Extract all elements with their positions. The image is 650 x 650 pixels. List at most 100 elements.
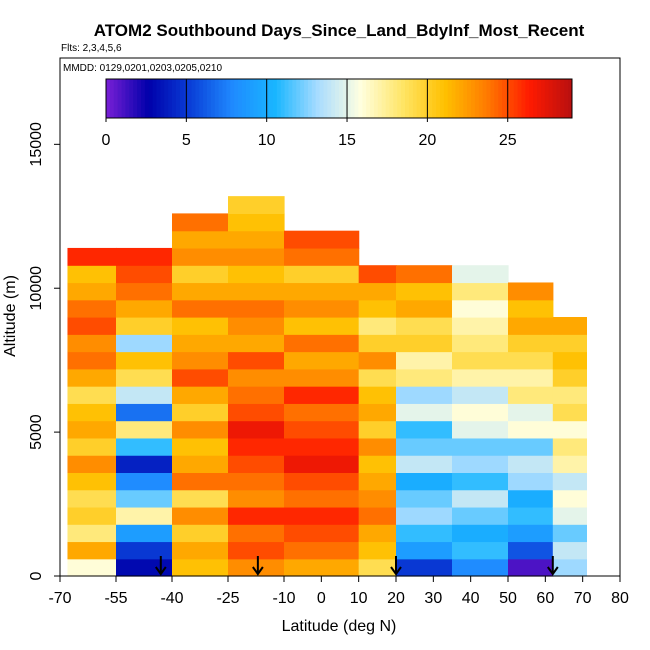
colorbar-segment [428, 79, 433, 118]
heat-cell [228, 213, 285, 232]
colorbar-segment [529, 79, 534, 118]
heat-cell [172, 299, 229, 318]
colorbar-segment [339, 79, 344, 118]
heat-cell [228, 368, 285, 387]
heat-cell [284, 282, 360, 301]
heat-cell [552, 368, 587, 387]
colorbar-segment [187, 79, 192, 118]
heat-cell [358, 265, 397, 284]
heat-cell [172, 317, 229, 335]
heat-cell [116, 317, 173, 335]
down-arrow-marker [546, 556, 559, 576]
heat-cell [67, 282, 117, 301]
heat-cell [116, 247, 173, 266]
heat-cell [116, 420, 173, 439]
heat-cell [172, 541, 229, 560]
heat-cell [228, 472, 285, 491]
heat-cell [508, 506, 554, 525]
heat-cell [67, 368, 117, 387]
heat-cell [284, 299, 360, 318]
heat-cell [452, 420, 509, 439]
heat-cell [172, 368, 229, 387]
colorbar-tick-label: 10 [258, 132, 276, 149]
colorbar-segment [408, 79, 414, 118]
heat-cell [284, 455, 360, 473]
x-tick-label: 0 [317, 590, 326, 607]
colorbar-segment [214, 79, 220, 118]
colorbar-segment [412, 79, 418, 118]
heat-cell [172, 247, 229, 266]
colorbar-tick-label: 5 [182, 132, 191, 149]
x-tick-label: -55 [104, 590, 127, 607]
heat-cell [116, 282, 173, 301]
heat-cell [228, 506, 285, 525]
colorbar: 0 5 10 15 20 25 [102, 78, 573, 149]
heatmap-area [67, 196, 587, 577]
heat-cell [228, 299, 285, 318]
heat-cell [358, 437, 397, 456]
colorbar-segment [226, 79, 231, 118]
colorbar-segment [474, 79, 480, 118]
colorbar-tick-label: 25 [499, 132, 517, 149]
heat-cell [508, 558, 554, 577]
x-tick-label: 60 [536, 590, 554, 607]
colorbar-segment [172, 79, 177, 118]
heat-cell [67, 351, 117, 370]
colorbar-segment [455, 79, 460, 118]
colorbar-segment [288, 79, 293, 118]
heat-cell [116, 386, 173, 404]
profile-8 [508, 282, 554, 577]
heat-cell [67, 334, 117, 353]
heat-cell [552, 437, 587, 456]
heat-cell [396, 524, 453, 543]
heat-cell [172, 265, 229, 284]
heat-cell [508, 420, 554, 439]
colorbar-segment [106, 79, 111, 118]
heat-cell [396, 437, 453, 456]
heat-cell [116, 334, 173, 353]
colorbar-segment [552, 79, 557, 118]
heat-cell [358, 351, 397, 370]
colorbar-segment [517, 79, 523, 118]
heat-cell [508, 472, 554, 491]
colorbar-segment [218, 79, 223, 118]
colorbar-segment [304, 79, 309, 118]
colorbar-segment [311, 79, 317, 118]
heat-cell [358, 317, 397, 335]
heat-cell [552, 506, 587, 525]
x-tick-label: 20 [387, 590, 405, 607]
heat-cell [116, 403, 173, 422]
y-tick-label: 0 [28, 571, 45, 580]
heat-cell [552, 317, 587, 335]
colorbar-segment [327, 79, 332, 118]
colorbar-segment [315, 79, 321, 118]
heat-cell [508, 282, 554, 301]
colorbar-segment [478, 79, 484, 118]
colorbar-segment [459, 79, 464, 118]
heat-cell [452, 472, 509, 491]
colorbar-segment [342, 79, 348, 118]
x-tick-label: 40 [462, 590, 480, 607]
colorbar-tick-label: 15 [338, 132, 356, 149]
heat-cell [508, 524, 554, 543]
heat-cell [228, 437, 285, 456]
heat-cell [284, 472, 360, 491]
heat-cell [284, 558, 360, 577]
heat-cell [67, 558, 117, 577]
heat-cell [172, 558, 229, 577]
colorbar-segment [280, 79, 286, 118]
heat-cell [396, 472, 453, 491]
colorbar-segment [109, 79, 115, 118]
down-arrow-marker [154, 556, 167, 576]
colorbar-segment [463, 79, 468, 118]
heat-cell [116, 437, 173, 456]
heat-cell [284, 420, 360, 439]
colorbar-segment [113, 79, 119, 118]
heat-cell [452, 265, 509, 284]
colorbar-segment [249, 79, 255, 118]
heat-cell [172, 472, 229, 491]
colorbar-segment [560, 79, 565, 118]
colorbar-segment [199, 79, 204, 118]
profile-0 [67, 247, 117, 577]
heat-cell [358, 299, 397, 318]
